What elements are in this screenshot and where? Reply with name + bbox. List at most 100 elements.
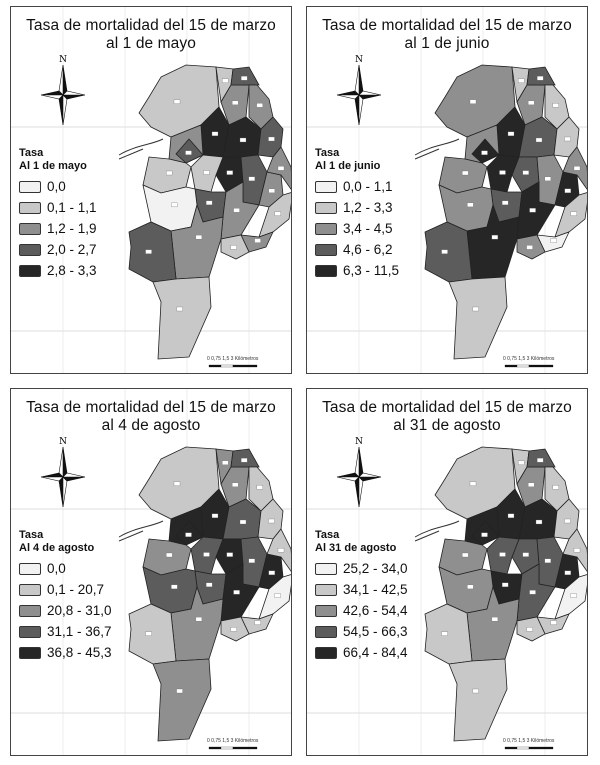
map-zone [516,466,546,508]
legend-item: 25,2 - 34,0 [315,558,408,579]
zone-label-box [230,627,237,632]
legend-item: 6,3 - 11,5 [315,260,399,281]
zone-label-box [211,513,219,518]
zone-label-box [233,590,240,595]
north-arrow-icon: N [336,437,382,508]
legend-item: 1,2 - 1,9 [19,218,97,239]
map-svg: N [307,7,587,373]
zone-label-box [462,170,469,176]
map-zone [424,603,473,665]
zone-label-box [173,481,181,486]
legend-swatch [315,243,337,256]
map-title-line2: al 1 de mayo [106,35,196,52]
zone-label-box [166,552,173,558]
legend-item: 66,4 - 84,4 [315,642,408,663]
zone-label-box [528,482,535,487]
north-label: N [355,437,363,447]
zone-label-box [472,688,479,694]
legend: Tasa Al 31 de agosto 25,2 - 34,0 34,1 - 42,… [315,529,408,663]
map-zone [526,448,556,468]
map-zone [128,603,177,665]
zone-label-box [206,200,213,205]
map-title-line1: Tasa de mortalidad del 15 de marzo [322,399,572,416]
legend-label: 0,0 - 1,1 [343,179,393,194]
zone-label-box [233,208,240,213]
zone-label-box [277,548,285,553]
legend-label: 0,1 - 20,7 [47,582,105,597]
legend-swatch [315,604,337,617]
zone-label-box [507,513,515,518]
zone-label-box [537,458,544,463]
zone-label-box [441,249,448,254]
legend-item: 42,6 - 54,4 [315,600,408,621]
legend-label: 36,8 - 45,3 [47,645,112,660]
zone-label-box [550,620,557,625]
legend-item: 0,0 [19,176,97,197]
scale-bar [208,364,258,368]
legend-title: Tasa [315,529,340,541]
legend-item: 34,1 - 42,5 [315,579,408,600]
zone-label-box [185,150,192,155]
zone-label-box [226,170,233,175]
map-zone [448,658,508,742]
zone-label-box [268,570,275,575]
legend-swatch [315,180,337,193]
map-zone [152,658,212,742]
zone-label-box [550,238,557,243]
legend-label: 20,8 - 31,0 [47,603,112,618]
legend-swatch [315,583,337,596]
map-zone [516,84,546,126]
legend-item: 20,8 - 31,0 [19,600,112,621]
legend-label: 0,1 - 1,1 [47,200,97,215]
map-panel-4-agosto: N Tasa de mortalidad del 15 de marzo al 4 … [10,388,292,756]
zone-label-box [537,76,544,81]
zone-label-box [462,552,469,558]
scale-label: 0 0,75 1,5 3 Kilómetros [207,738,259,744]
north-arrow-icon: N [40,55,86,126]
zone-label-box [185,532,192,537]
legend-swatch [19,243,41,256]
zone-label-box [222,460,229,465]
map-title: Tasa de mortalidad del 15 de marzo al 4 d… [11,399,291,435]
zone-label-box [256,103,263,108]
legend-item: 2,8 - 3,3 [19,260,97,281]
zone-label-box [535,137,543,143]
north-label: N [59,55,67,65]
map-zone [526,66,556,86]
zone-label-box [522,552,529,557]
legend-label: 6,3 - 11,5 [343,263,400,278]
map-title-line1: Tasa de mortalidad del 15 de marzo [26,17,276,34]
zone-label-box [472,306,479,312]
legend-swatch [315,646,337,659]
zone-label-box [507,131,515,136]
zone-label-box [526,627,533,632]
map-panel-31-agosto: N Tasa de mortalidad del 15 de marzo al 31… [306,388,588,756]
legend-item: 4,6 - 6,2 [315,239,399,260]
legend-subtitle: Al 31 de agosto [315,542,397,554]
legend-swatch [19,222,41,235]
legend-label: 42,6 - 54,4 [343,603,408,618]
zone-label-box [145,631,152,636]
legend-item: 1,2 - 3,3 [315,197,399,218]
map-zone [230,448,260,468]
zone-label-box [528,100,535,105]
map-title: Tasa de mortalidad del 15 de marzo al 31 … [307,399,587,435]
map-zone [152,276,212,360]
zone-label-box [256,485,263,490]
legend-swatch [19,604,41,617]
zone-label-box [499,552,506,557]
legend-label: 54,5 - 66,3 [343,624,408,639]
zone-label-box [467,202,474,208]
legend-swatch [315,222,337,235]
zone-label-box [564,518,571,524]
north-label: N [59,437,67,447]
legend-label: 0,0 [47,179,66,194]
zone-label-box [274,593,281,598]
legend: Tasa Al 4 de agosto 0,0 0,1 - 20,7 20,8 - 31… [19,529,112,663]
legend-swatch [19,562,41,575]
zone-label-box [230,245,237,250]
zone-label-box [502,582,509,587]
legend-label: 4,6 - 6,2 [343,242,393,257]
zone-label-box [166,170,173,176]
map-title-line2: al 31 de agosto [393,417,501,434]
